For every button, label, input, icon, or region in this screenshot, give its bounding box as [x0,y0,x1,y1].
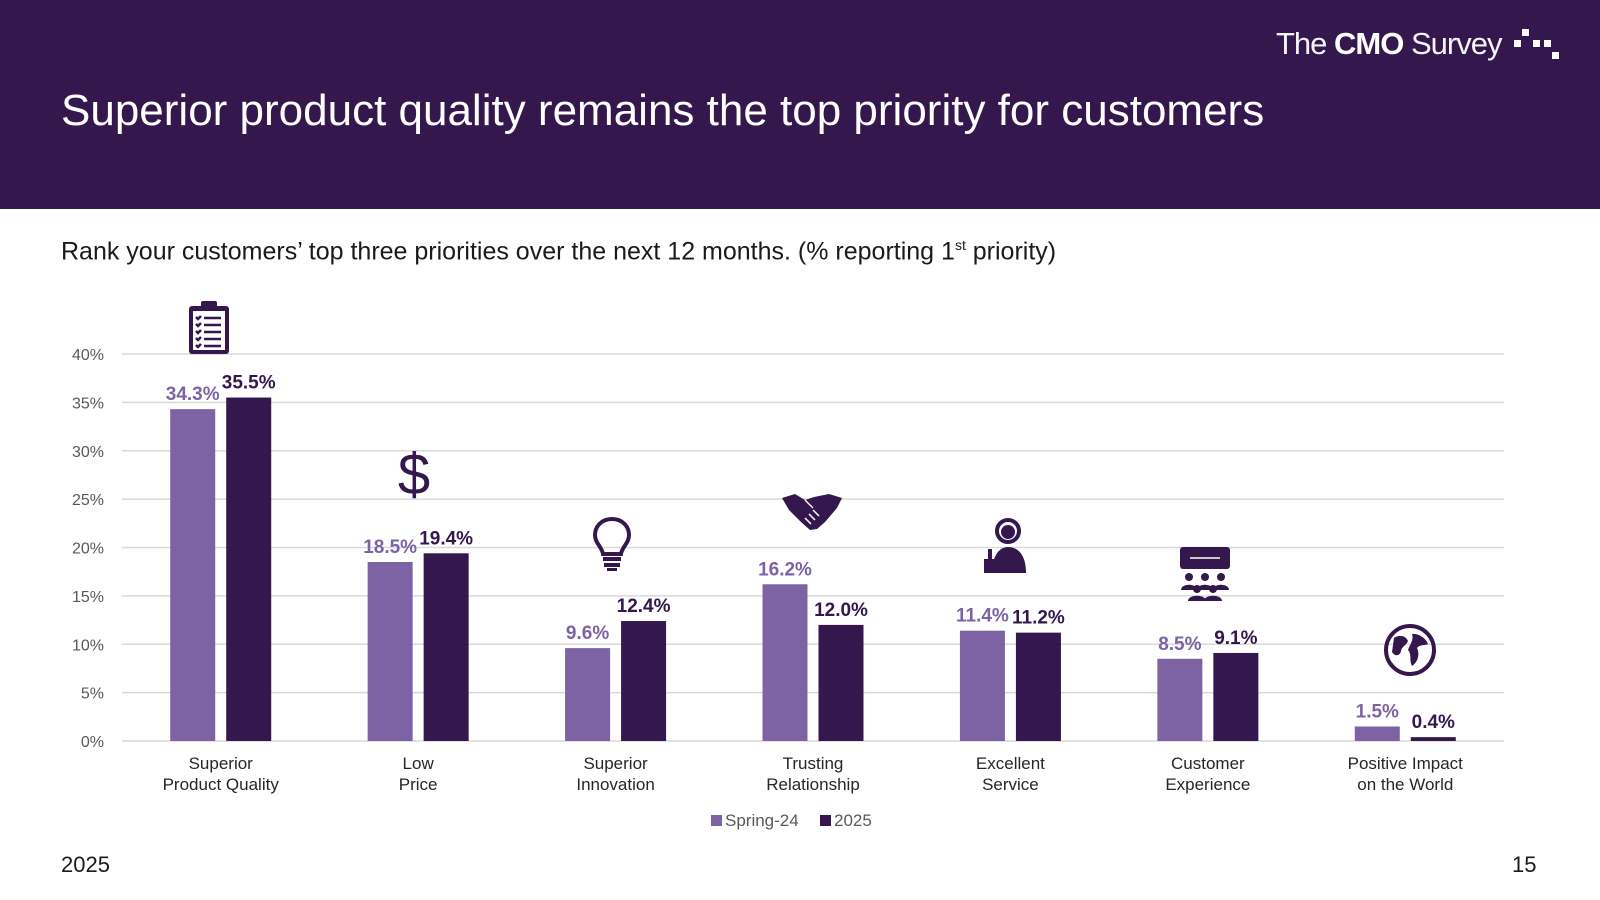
globe-icon [1384,624,1436,676]
footer-year: 2025 [61,852,110,877]
category-label: on the World [1357,775,1453,794]
audience-presentation-icon [1180,547,1230,601]
category-label: Experience [1165,775,1250,794]
bar-2025 [818,624,864,741]
data-label: 11.4% [956,606,1009,627]
page-number: 15 [1512,852,1537,877]
category-label: Superior [583,754,648,773]
priorities-bar-chart: 0% 5% 10% 15% 20% 25% 30% 35% 40% 34.3%35.5% Super… [72,347,1504,830]
y-tick-label: 40% [72,347,104,364]
question-end: priority) [965,237,1057,266]
bar-2025 [1015,632,1061,741]
category-label: Service [982,775,1039,794]
logo-dots-icon [1514,29,1559,59]
logo-survey: Survey [1403,26,1503,61]
category-label: Low [403,754,435,773]
bar-2025 [226,397,272,741]
bar-2025 [423,553,469,741]
bar-spring24 [959,630,1005,741]
category-label: Customer [1171,754,1245,773]
data-label: 8.5% [1158,634,1201,655]
bar-2025 [1213,652,1259,741]
y-tick-label: 10% [72,637,104,654]
y-tick-label: 25% [72,492,104,509]
category-label: Superior [189,754,254,773]
logo-the: The [1276,26,1335,61]
cmo-survey-logo: The CMO Survey [1276,26,1503,62]
bar-spring24 [762,584,808,741]
category-label: Innovation [576,775,654,794]
y-tick-label: 35% [72,395,104,412]
data-label: 1.5% [1356,701,1399,722]
category-label: Price [399,775,438,794]
legend-label: 2025 [834,811,872,830]
data-label: 9.6% [566,623,609,644]
y-tick-label: 20% [72,541,104,558]
data-label: 11.2% [1012,608,1065,629]
legend-label: Spring-24 [725,811,799,830]
question-text: Rank your customers’ top three prioritie… [61,237,955,266]
category-label: Relationship [766,775,860,794]
data-label: 12.0% [814,600,868,621]
category-label: Trusting [783,754,844,773]
category-label: Product Quality [163,775,280,794]
y-tick-label: 5% [81,686,104,703]
y-tick-label: 30% [72,444,104,461]
bar-spring24 [1157,658,1203,741]
bar-2025 [1410,737,1456,741]
svg-text:$: $ [398,444,430,504]
bar-spring24 [1354,726,1400,741]
data-label: 18.5% [363,537,417,558]
header-banner: Superior product quality remains the top… [0,0,1600,209]
data-label: 0.4% [1412,712,1455,733]
lightbulb-icon [592,516,632,571]
bar-spring24 [367,562,413,741]
data-label: 34.3% [166,384,220,405]
question-superscript: st [954,237,966,253]
page-title: Superior product quality remains the top… [61,86,1265,135]
category-label: Positive Impact [1348,754,1464,773]
data-label: 35.5% [222,373,276,394]
bar-2025 [621,621,667,741]
y-tick-label: 15% [72,589,104,606]
data-label: 12.4% [617,596,671,617]
survey-question: Rank your customers’ top three prioritie… [61,237,1056,266]
handshake-icon [782,494,842,530]
y-tick-label: 0% [81,734,104,751]
logo-cmo: CMO [1334,26,1404,61]
service-agent-icon [984,518,1026,573]
bar-spring24 [170,409,216,741]
category-label: Excellent [976,754,1045,773]
dollar-icon: $ [398,444,430,504]
data-label: 19.4% [419,528,473,549]
legend-swatch-spring24 [711,815,722,826]
data-label: 9.1% [1214,628,1257,649]
data-label: 16.2% [758,559,812,580]
bar-spring24 [565,648,611,741]
legend-swatch-2025 [820,815,831,826]
clipboard-checklist-icon [189,301,229,354]
